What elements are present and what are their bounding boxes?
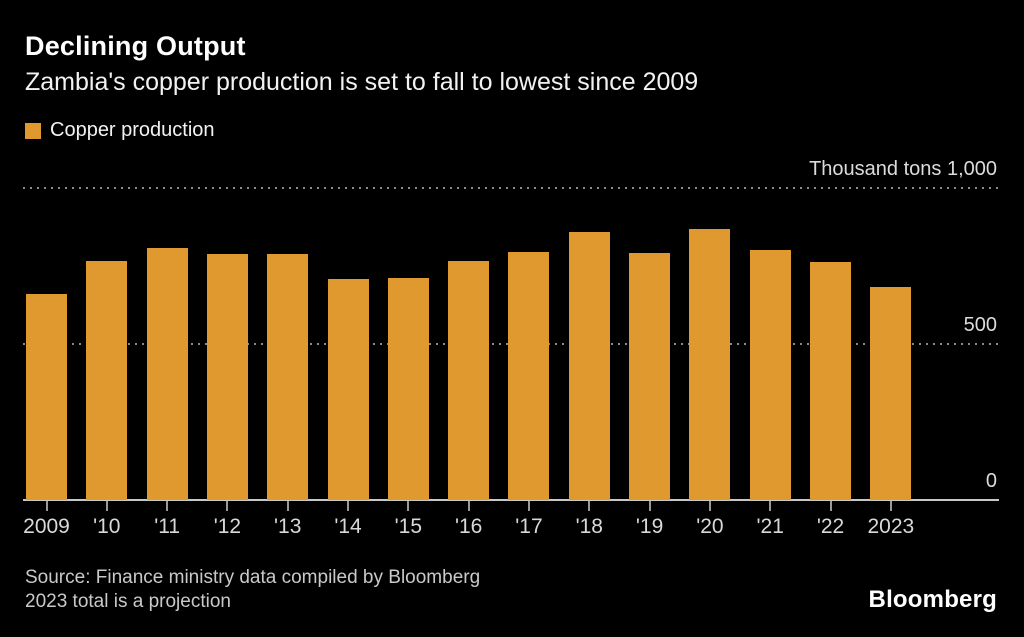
- bar-10: [86, 261, 128, 500]
- chart-subtitle: Zambia's copper production is set to fal…: [25, 68, 699, 96]
- bar-13: [267, 254, 309, 500]
- source-line-1: Source: Finance ministry data compiled b…: [25, 567, 481, 588]
- y-axis-label-1000: Thousand tons 1,000: [809, 158, 997, 180]
- x-axis-label: '12: [213, 515, 242, 538]
- x-axis-tick: [226, 501, 229, 511]
- x-axis-label: '21: [756, 515, 784, 538]
- bar-21: [749, 250, 791, 500]
- x-axis-label: '13: [274, 515, 302, 538]
- x-axis-tick: [347, 501, 350, 511]
- x-axis-label: '10: [93, 515, 121, 538]
- x-axis-tick: [467, 501, 470, 511]
- x-axis-label: '16: [454, 515, 483, 538]
- bar-11: [146, 248, 188, 500]
- bar-16: [448, 261, 490, 500]
- bar-20: [689, 229, 731, 500]
- bar-14: [327, 279, 369, 500]
- plot-area: 0 500 Thousand tons 1,000 2009 '10 '11 '12 '13 '…: [23, 158, 999, 538]
- x-axis-baseline: [23, 499, 999, 501]
- x-axis-tick: [527, 501, 530, 511]
- x-axis-tick: [648, 501, 651, 511]
- chart-title: Declining Output: [25, 31, 246, 61]
- x-axis-label: 2009: [23, 515, 70, 538]
- x-axis-label: '11: [154, 515, 181, 538]
- bar-2023: [870, 287, 912, 500]
- source-note: Source: Finance ministry data compiled b…: [25, 566, 480, 614]
- y-axis-label-500: 500: [963, 314, 997, 336]
- bar-15: [387, 278, 429, 500]
- x-axis-label: '15: [394, 515, 423, 538]
- x-axis-tick: [588, 501, 591, 511]
- x-axis-tick: [45, 501, 48, 511]
- bar-22: [810, 262, 852, 500]
- bar-2009: [26, 294, 67, 500]
- x-axis-tick: [166, 501, 169, 511]
- gridline-1000: [23, 187, 999, 189]
- x-axis-label: '14: [334, 515, 362, 538]
- x-axis-tick: [105, 501, 108, 511]
- x-axis-label: '22: [816, 515, 845, 538]
- x-axis-tick: [286, 501, 289, 511]
- bloomberg-logo: Bloomberg: [868, 586, 997, 613]
- legend-label: Copper production: [50, 119, 215, 141]
- legend-swatch-icon: [25, 122, 41, 139]
- bar-12: [206, 254, 248, 500]
- y-axis-label-0: 0: [985, 470, 997, 492]
- x-axis-tick: [829, 501, 832, 511]
- x-axis-label: '18: [575, 515, 603, 538]
- x-axis-label: 2023: [867, 515, 915, 538]
- source-line-2: 2023 total is a projection: [25, 591, 231, 612]
- x-axis-tick: [769, 501, 772, 511]
- x-axis-label: '17: [515, 515, 543, 538]
- x-axis-tick: [889, 501, 892, 511]
- x-axis-tick: [708, 501, 711, 511]
- x-axis-label: '20: [696, 515, 724, 538]
- x-axis-tick: [407, 501, 410, 511]
- legend: Copper production: [25, 119, 215, 142]
- bar-18: [568, 232, 610, 500]
- x-axis-label: '19: [635, 515, 664, 538]
- bar-19: [629, 253, 671, 500]
- bar-17: [508, 252, 550, 500]
